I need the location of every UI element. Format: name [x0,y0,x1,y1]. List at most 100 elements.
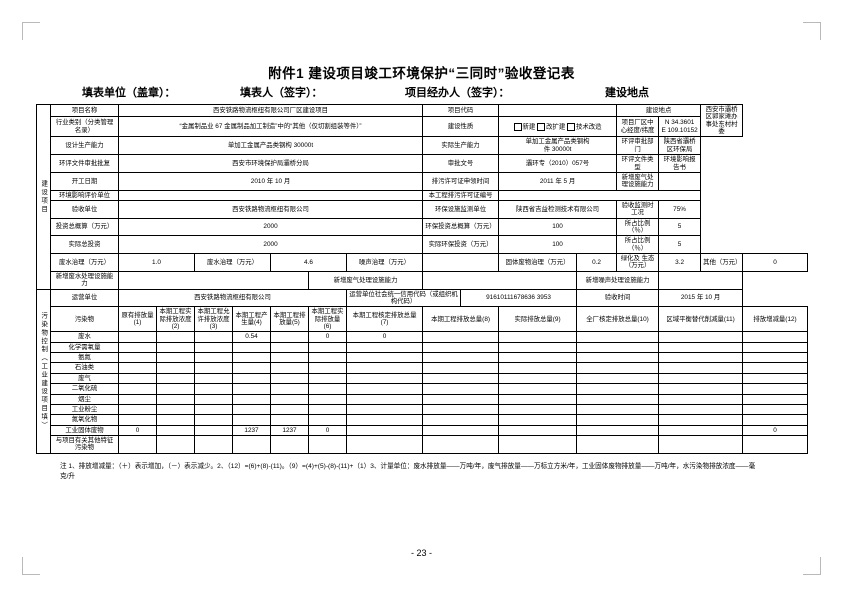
cell [498,341,578,354]
cell [156,352,195,364]
cell [658,383,744,395]
cell [742,403,808,416]
cell [422,403,500,416]
pollutant-name: 氨氮 [50,352,119,364]
value-invest-total: 2000 [117,217,424,237]
col-generated: 本期工程产生量(4) [232,306,271,333]
col-original-emission: 原有排放量(1) [118,306,157,333]
pollutant-name: 二氧化硫 [50,383,119,395]
cell [270,341,309,354]
cell [232,383,271,395]
cell [270,414,309,426]
pollutant-name: 废水 [50,331,119,343]
cell [194,414,233,426]
value-accept-unit: 西安铁路物流枢纽有限公司 [117,199,424,219]
cell [498,372,578,385]
label-build-site: 建设地点 [616,104,702,117]
cell [156,383,195,395]
cell [118,393,157,405]
cell [422,424,500,436]
checkbox-expand[interactable] [537,122,546,131]
cell [422,393,500,405]
pollutant-name: 烟尘 [50,393,119,405]
col-actual-total: 本期工程排放总量(8) [422,306,500,333]
cell [156,424,195,436]
cell [345,403,424,416]
page-number: - 23 - [410,548,432,558]
value-design-capacity: 单加工金属产品类钢构 30000t [117,136,424,156]
cell [194,424,233,436]
cell [156,341,195,354]
cell [658,352,744,364]
cell [232,414,271,426]
value-env-actual-ratio: 5 [658,235,702,255]
label-eia-unit: 环境影响评价单位 [50,189,119,201]
cell: 0 [308,424,347,436]
cell [422,372,500,385]
value-monitor-unit: 陕西省吉益检测技术有限公司 [498,199,618,219]
cell [308,362,347,374]
cell [308,393,347,405]
cell [232,362,271,374]
cell [156,331,195,343]
cell [742,362,808,374]
cell [156,414,195,426]
cell [742,434,808,454]
cell [118,403,157,416]
cell [576,434,660,454]
value-green-treat: 3.2 [658,253,702,272]
table-row: 建设项目 项目名称 西安铁路物流枢纽有限公司厂区建设项目 项目代码 建设地点 西… [36,103,808,290]
cell: 0 [308,331,347,343]
pollutant-name: 工业粉尘 [50,403,119,416]
cell [270,331,309,343]
header-field-project-handler: 项目经办人（签字）： [405,87,510,99]
cell [270,352,309,364]
col-actual-conc: 本期工程实际排放浓度(2) [156,306,195,333]
label-start-date: 开工日期 [50,171,119,191]
cell [194,372,233,385]
table-header-row: 污染物 原有排放量(1) 本期工程实际排放浓度(2) 本期工程允许排放浓度(3)… [37,306,808,333]
checkbox-new[interactable] [513,122,522,131]
cell [658,341,744,354]
label-wastewater-treat: 废水治理（万元） [50,253,119,272]
cell [345,393,424,405]
value-env-ratio: 5 [658,217,702,237]
option-expand: 改扩建 [546,123,566,131]
value-new-noise-capacity [658,270,744,290]
table-row: 石油类 [37,362,808,374]
cell [576,362,660,374]
cell [118,341,157,354]
table-row: 氨氮 [37,352,808,364]
cell [345,424,424,436]
cell [345,434,424,454]
cell [576,424,660,436]
cell [498,331,578,343]
checkbox-tech[interactable] [567,122,576,131]
label-approval-file: 环评文件审批批复 [50,154,119,173]
label-env-actual-invest: 实际环保投资（万元） [422,235,500,255]
cell [156,362,195,374]
cell [345,383,424,395]
value-permit-number [498,189,702,201]
crop-mark-bottom-right [803,557,821,575]
cell [308,414,347,426]
cell [576,331,660,343]
cell [498,362,578,374]
cell [576,372,660,385]
col-actual-emission: 本期工程实际排放量(6) [308,306,347,333]
label-permit-number: 本工程排污许可证编号 [422,189,500,201]
pollutant-name: 与项目有关其他特征污染物 [50,434,119,454]
cell [308,434,347,454]
label-gas-treat: 废水治理（万元） [194,253,271,272]
cell [345,341,424,354]
cell [194,362,233,374]
label-project-code: 项目代码 [422,104,500,117]
cell [308,383,347,395]
header-field-fill-unit: 填表单位（盖章）： [82,87,176,99]
cell [194,383,233,395]
cell [232,393,271,405]
cell [576,393,660,405]
cell: 0.54 [232,331,271,343]
table-row: 废水治理（万元） 1.0 废水治理（万元） 4.6 噪声治理（万元） 固体废物治… [37,253,808,272]
